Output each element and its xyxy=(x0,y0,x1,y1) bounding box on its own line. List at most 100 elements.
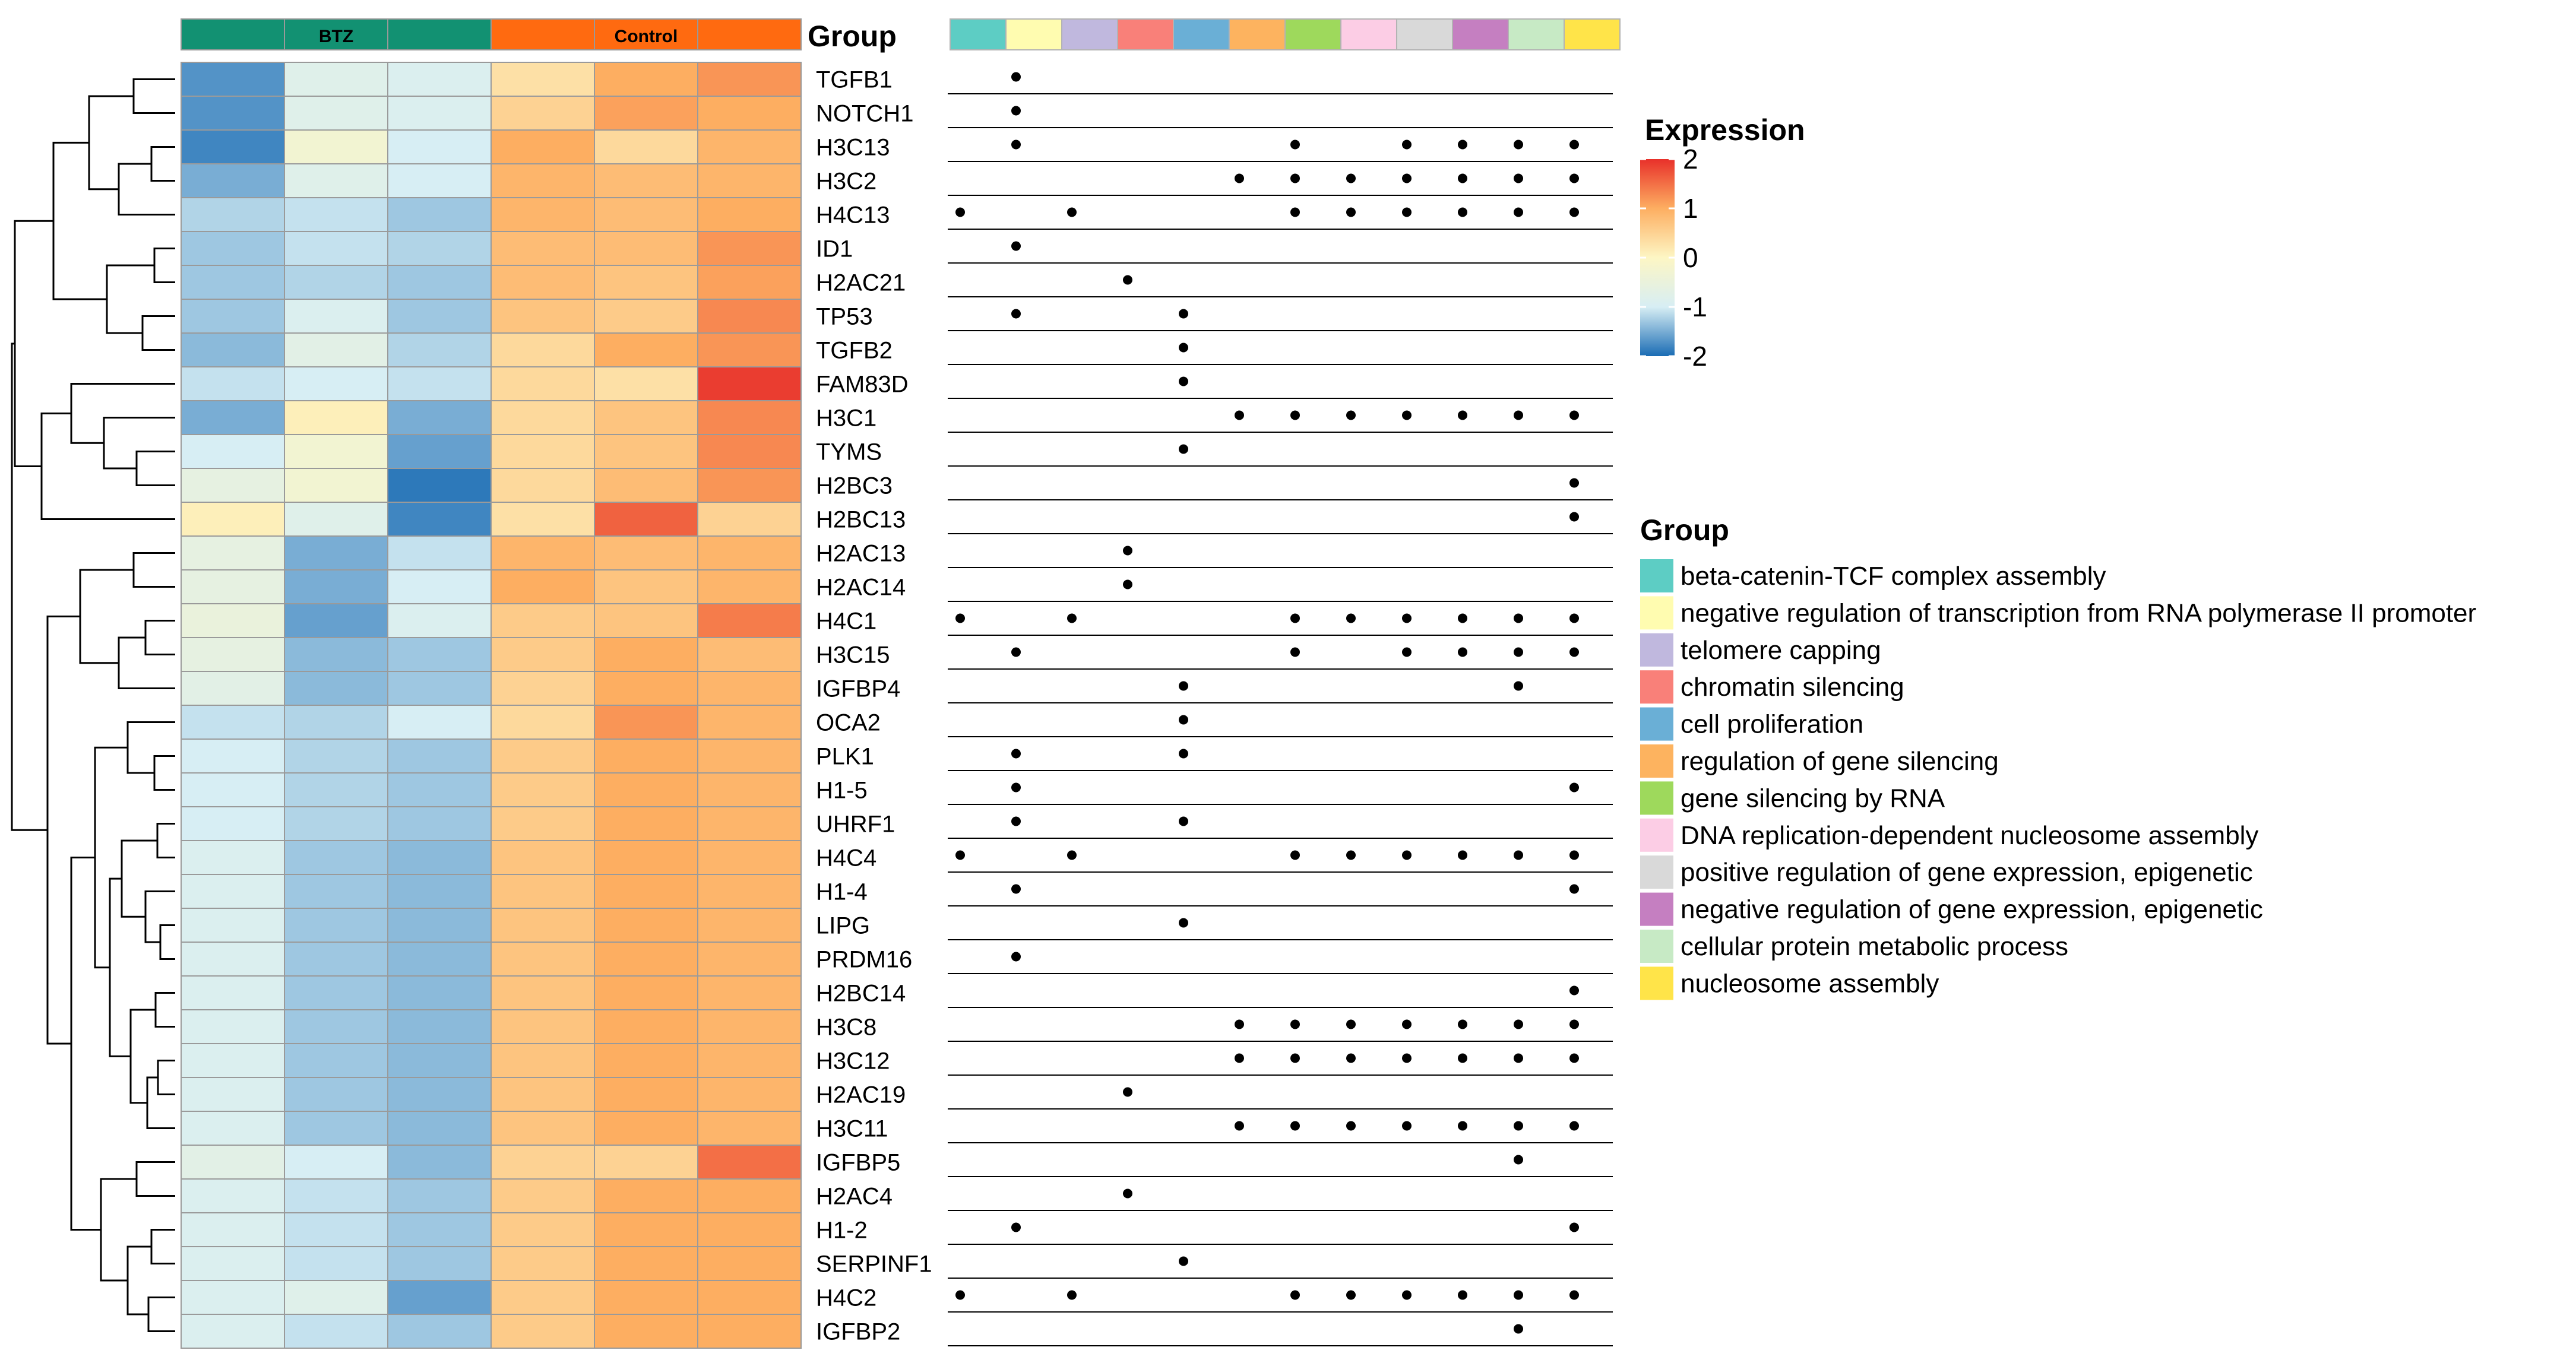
membership-dot xyxy=(1235,1121,1244,1131)
membership-dot xyxy=(1402,1290,1412,1300)
membership-dot xyxy=(1458,1121,1467,1131)
gene-label: H2AC21 xyxy=(816,270,906,296)
membership-dot xyxy=(1346,410,1356,420)
membership-dot xyxy=(1514,1019,1523,1029)
gene-label: H1-2 xyxy=(816,1218,868,1244)
heatmap-cell xyxy=(387,874,492,909)
term-bar-cell xyxy=(1229,18,1286,50)
gene-label: PLK1 xyxy=(816,744,874,770)
heatmap-cell xyxy=(490,163,595,198)
heatmap-cell xyxy=(387,1077,492,1112)
group-bar-cell xyxy=(490,18,595,50)
heatmap-cell xyxy=(181,1077,285,1112)
heatmap-cell xyxy=(697,603,802,638)
heatmap-cell xyxy=(490,908,595,943)
heatmap-cell xyxy=(490,1043,595,1078)
heatmap-cell xyxy=(387,603,492,638)
heatmap-cell xyxy=(594,569,698,604)
heatmap-cell xyxy=(284,1246,388,1281)
heatmap-cell xyxy=(594,96,698,131)
heatmap-cell xyxy=(697,62,802,97)
dendrogram-branch xyxy=(88,95,134,191)
heatmap-cell xyxy=(181,908,285,943)
heatmap-cell xyxy=(181,299,285,334)
group-bar-cell xyxy=(181,18,285,50)
membership-dot xyxy=(1458,1053,1467,1063)
membership-dot xyxy=(1011,72,1021,82)
heatmap-cell xyxy=(490,806,595,841)
heatmap-cell xyxy=(387,400,492,435)
membership-dot xyxy=(1290,207,1300,217)
heatmap-cell xyxy=(181,468,285,503)
heatmap-cell xyxy=(181,1314,285,1349)
membership-dot xyxy=(1514,681,1523,691)
heatmap-cell xyxy=(181,129,285,164)
gene-label: H1-4 xyxy=(816,879,868,905)
heatmap-cell xyxy=(490,96,595,131)
gene-label: OCA2 xyxy=(816,710,881,736)
gene-label: ID1 xyxy=(816,236,853,262)
heatmap-cell xyxy=(697,197,802,232)
heatmap-cell xyxy=(490,1178,595,1213)
membership-dot xyxy=(1402,207,1412,217)
heatmap-cell xyxy=(697,400,802,435)
heatmap-cell xyxy=(594,806,698,841)
membership-dot xyxy=(1346,1290,1356,1300)
heatmap-cell xyxy=(594,705,698,740)
membership-dot xyxy=(1569,207,1579,217)
heatmap-cell xyxy=(490,705,595,740)
heatmap-cell xyxy=(284,62,388,97)
gene-label: H3C13 xyxy=(816,135,890,161)
heatmap-cell xyxy=(181,231,285,266)
membership-dot xyxy=(1011,241,1021,251)
term-legend-swatch xyxy=(1640,818,1673,852)
gene-label: TP53 xyxy=(816,304,873,330)
heatmap-cell xyxy=(284,1178,388,1213)
membership-dot xyxy=(1011,952,1021,962)
heatmap-cell xyxy=(697,129,802,164)
term-legend-label: cellular protein metabolic process xyxy=(1681,932,2068,961)
heatmap-cell xyxy=(594,603,698,638)
heatmap-cell xyxy=(387,299,492,334)
gene-label: PRDM16 xyxy=(816,947,912,973)
heatmap-cell xyxy=(284,163,388,198)
gene-label: H4C1 xyxy=(816,608,876,635)
heatmap-cell xyxy=(284,366,388,401)
heatmap-cell xyxy=(284,942,388,977)
dendrogram-branch xyxy=(132,552,175,588)
heatmap-cell xyxy=(594,738,698,774)
membership-dot xyxy=(1569,512,1579,522)
heatmap-cell xyxy=(181,197,285,232)
membership-dot xyxy=(1458,647,1467,657)
heatmap-cell xyxy=(181,332,285,367)
heatmap-cell xyxy=(697,569,802,604)
heatmap-cell xyxy=(284,1009,388,1044)
membership-dot xyxy=(1402,613,1412,623)
heatmap-cell xyxy=(284,299,388,334)
term-bar-cell xyxy=(1005,18,1062,50)
heatmap-cell xyxy=(284,468,388,503)
heatmap-cell xyxy=(284,535,388,570)
heatmap-cell xyxy=(594,772,698,807)
heatmap-cell xyxy=(490,772,595,807)
term-legend-label: negative regulation of gene expression, … xyxy=(1681,895,2263,924)
heatmap-cell xyxy=(181,603,285,638)
heatmap-cell xyxy=(594,1043,698,1078)
membership-dot xyxy=(1569,478,1579,488)
membership-dot xyxy=(1067,1290,1077,1300)
term-legend-label: positive regulation of gene expression, … xyxy=(1681,858,2253,887)
membership-dot xyxy=(1569,647,1579,657)
heatmap-cell xyxy=(387,1246,492,1281)
dendrogram-branch xyxy=(106,264,154,334)
heatmap-cell xyxy=(181,671,285,706)
membership-dot xyxy=(1290,173,1300,183)
dendrogram-branch xyxy=(100,1178,137,1282)
term-bar-cell xyxy=(1508,18,1565,50)
term-bar-cell xyxy=(1396,18,1453,50)
heatmap-cell xyxy=(594,671,698,706)
heatmap-cell xyxy=(490,62,595,97)
heatmap-cell xyxy=(697,975,802,1010)
heatmap-cell xyxy=(594,1077,698,1112)
heatmap-cell xyxy=(387,569,492,604)
heatmap-cell xyxy=(387,96,492,131)
